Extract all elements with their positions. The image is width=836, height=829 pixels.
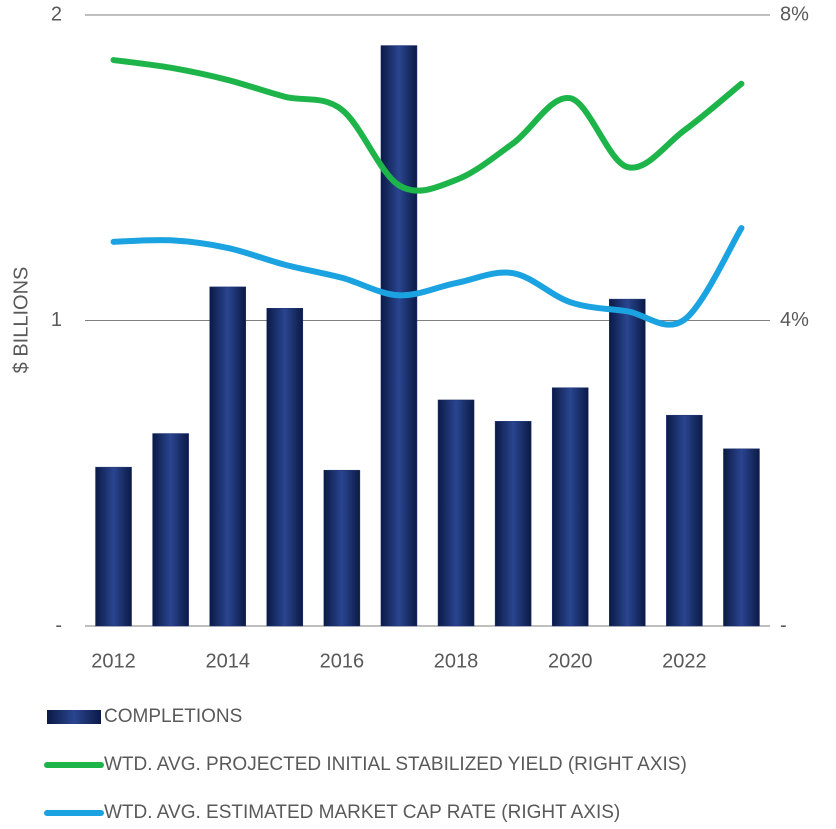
bar: [437, 399, 475, 627]
bar: [95, 466, 132, 627]
y2-tick-label: 8%: [780, 3, 809, 25]
x-tick-label: 2018: [434, 650, 479, 672]
bar: [209, 286, 246, 627]
legend-label: WTD. AVG. PROJECTED INITIAL STABILIZED Y…: [104, 754, 687, 775]
bar: [551, 387, 589, 627]
x-tick-label: 2016: [320, 650, 365, 672]
x-tick-label: 2022: [662, 650, 707, 672]
y-tick-label: 2: [51, 3, 62, 25]
x-tick-label: 2014: [205, 650, 250, 672]
line-series: [110, 57, 745, 194]
y-tick-label: 1: [51, 309, 62, 331]
bar: [266, 308, 304, 627]
bar: [152, 433, 189, 627]
bar: [609, 298, 646, 627]
legend-label: WTD. AVG. ESTIMATED MARKET CAP RATE (RIG…: [104, 802, 620, 823]
legend-label: COMPLETIONS: [104, 706, 242, 727]
bar: [323, 469, 361, 627]
bar: [380, 45, 418, 627]
y-tick-label: -: [55, 614, 62, 636]
bar: [666, 414, 703, 627]
y2-tick-label: -: [780, 614, 787, 636]
x-tick-label: 2012: [91, 650, 136, 672]
bar: [723, 448, 760, 627]
bar: [494, 421, 532, 627]
x-tick-label: 2020: [548, 650, 593, 672]
y-axis-label: $ BILLIONS: [10, 267, 32, 374]
y2-tick-label: 4%: [780, 309, 809, 331]
line-series: [110, 225, 745, 328]
legend-swatch: [47, 710, 101, 724]
